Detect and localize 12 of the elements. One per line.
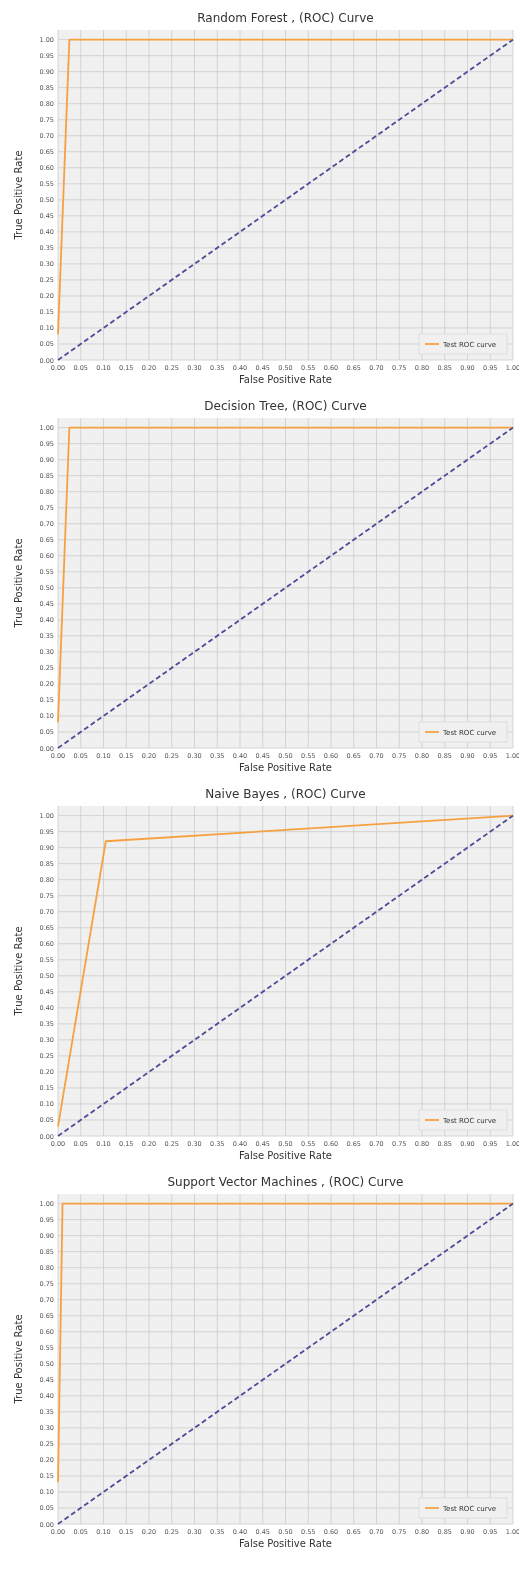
chart-title: Support Vector Machines , (ROC) Curve bbox=[167, 1175, 404, 1189]
y-axis-title: True Positive Rate bbox=[13, 926, 24, 1017]
x-axis-title: False Positive Rate bbox=[239, 762, 332, 773]
y-axis-title: True Positive Rate bbox=[13, 1314, 24, 1405]
y-axis-title: True Positive Rate bbox=[13, 538, 24, 629]
x-axis-title: False Positive Rate bbox=[239, 374, 332, 385]
y-axis-title: True Positive Rate bbox=[13, 150, 24, 241]
x-axis-title: False Positive Rate bbox=[239, 1150, 332, 1161]
chart-title: Naive Bayes , (ROC) Curve bbox=[205, 787, 366, 801]
x-axis-title: False Positive Rate bbox=[239, 1538, 332, 1549]
chart-title: Decision Tree, (ROC) Curve bbox=[204, 399, 367, 413]
chart-title: Random Forest , (ROC) Curve bbox=[197, 11, 374, 25]
